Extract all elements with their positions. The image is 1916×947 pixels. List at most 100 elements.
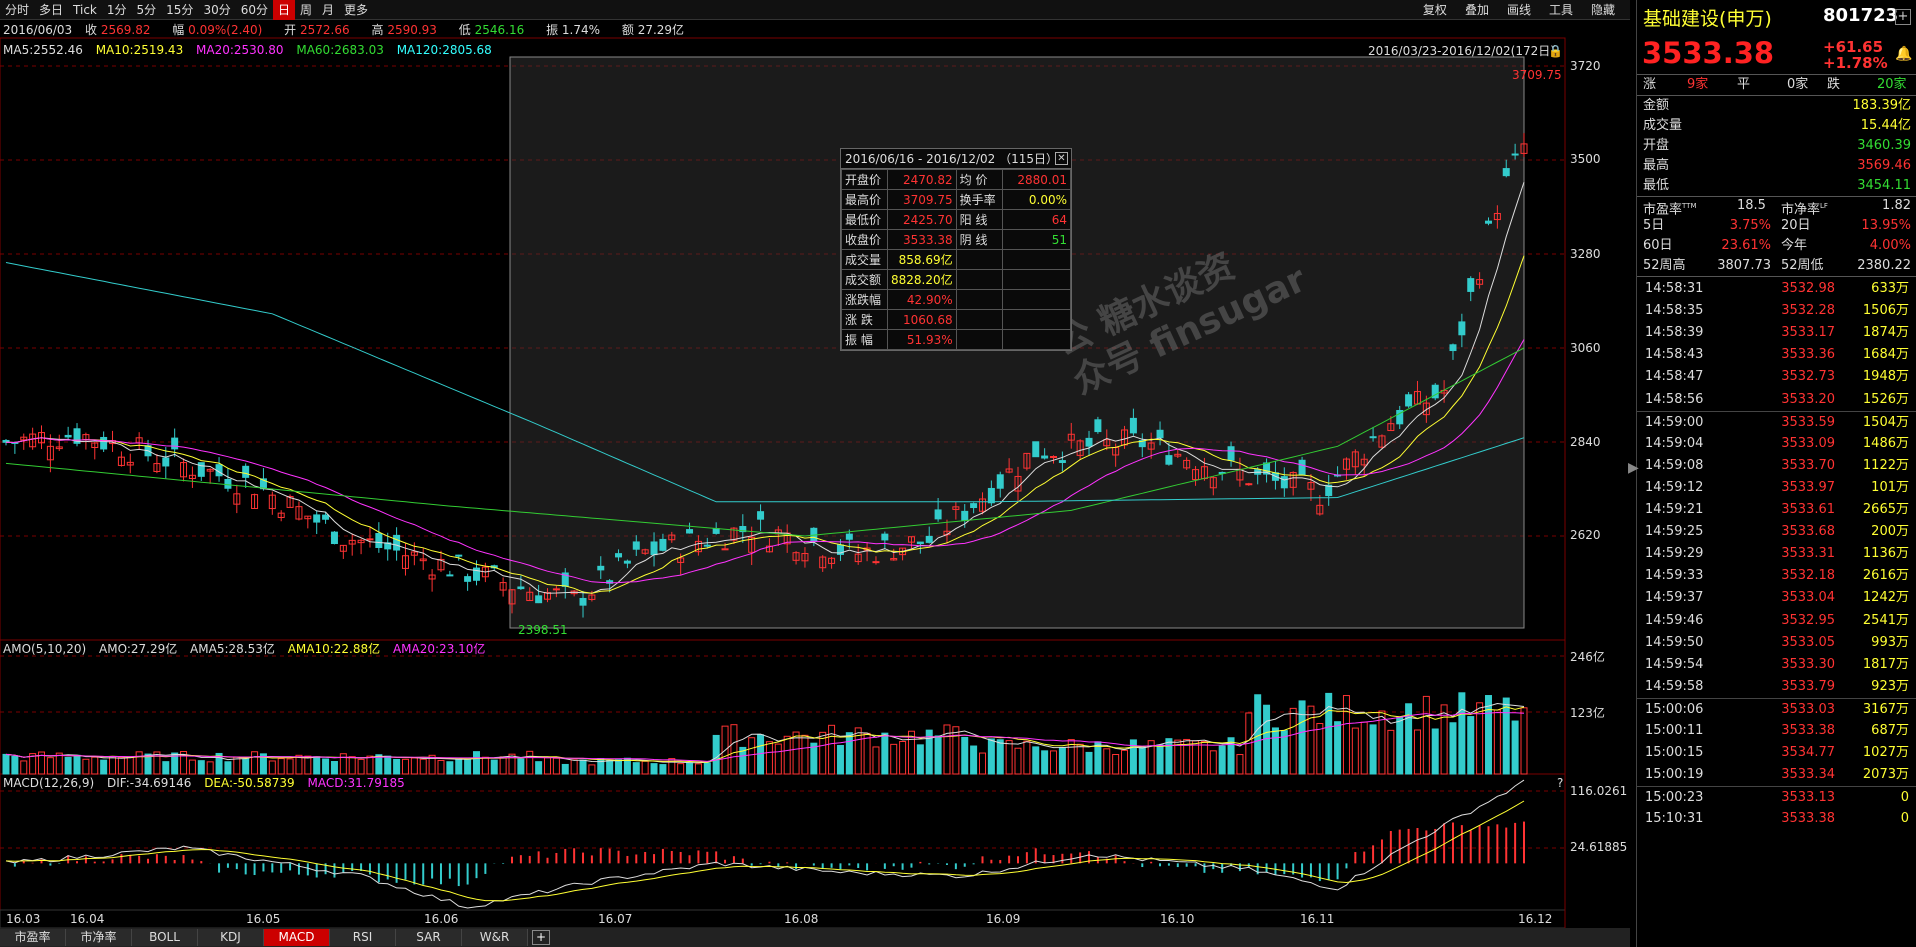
candle-body — [401, 555, 409, 569]
period-10[interactable]: 月 — [322, 2, 335, 17]
add-tab-icon[interactable]: + — [532, 930, 550, 945]
amp-value: 1.74% — [561, 23, 601, 37]
candle-body — [1316, 504, 1324, 515]
volume-bar — [872, 746, 880, 775]
open-label: 开 — [284, 23, 297, 37]
ama20-value: AMA20:23.10亿 — [392, 642, 486, 656]
bell-icon[interactable]: 🔔 — [1895, 46, 1913, 62]
candle-body — [46, 445, 54, 461]
tab-3[interactable]: KDJ — [198, 929, 264, 946]
tab-7[interactable]: W&R — [462, 929, 528, 946]
period-9[interactable]: 周 — [300, 2, 313, 17]
toolbar-right-0[interactable]: 复权 — [1422, 3, 1447, 17]
candle-body — [29, 433, 37, 448]
volume-bar — [1103, 748, 1111, 775]
volume-bar — [384, 755, 392, 775]
candle-body — [677, 557, 685, 563]
period-11[interactable]: 更多 — [344, 2, 369, 17]
candle-body — [526, 591, 534, 602]
change-value: 0.09%(2.40) — [188, 23, 263, 37]
candle-body — [1147, 442, 1155, 450]
period-6[interactable]: 30分 — [203, 2, 231, 17]
volume-bar — [1138, 746, 1146, 775]
volume-bar — [322, 758, 330, 775]
stat-key2: 均 价 — [955, 169, 1003, 190]
stat-label: 金额 — [1643, 98, 1670, 113]
tick-volume: 1136万 — [1862, 546, 1909, 562]
stat-label: 最高 — [1643, 158, 1670, 173]
period-4[interactable]: 5分 — [136, 2, 157, 17]
tick-row: 14:58:47 3532.73 1948万 — [1637, 366, 1916, 388]
tick-price: 3533.61 — [1781, 502, 1835, 517]
candle-body — [721, 548, 729, 551]
period-5[interactable]: 15分 — [166, 2, 194, 17]
tab-5[interactable]: RSI — [330, 929, 396, 946]
candle-body — [1396, 410, 1404, 425]
ama10-value: AMA10:22.88亿 — [287, 642, 381, 656]
candle-body — [1032, 441, 1040, 458]
candle-body — [907, 536, 915, 543]
volume-bar — [1209, 750, 1217, 775]
volume-bar — [517, 758, 525, 775]
tab-4[interactable]: MACD — [264, 929, 330, 946]
candle-body — [330, 531, 338, 545]
volume-bar — [1431, 728, 1439, 775]
tick-row: 14:59:37 3533.04 1242万 — [1637, 587, 1916, 609]
tick-row: 14:58:35 3532.28 1506万 — [1637, 300, 1916, 322]
add-icon[interactable]: + — [1895, 9, 1911, 25]
period-0[interactable]: 分时 — [5, 2, 30, 17]
tick-time: 14:58:31 — [1645, 281, 1704, 296]
tab-2[interactable]: BOLL — [132, 929, 198, 946]
volume-bar — [1023, 740, 1031, 775]
volume-bar — [366, 755, 374, 775]
stat-value2: 51 — [1001, 229, 1072, 250]
volume-bar — [268, 760, 276, 775]
tick-time: 14:59:29 — [1645, 546, 1704, 562]
candle-body — [1342, 458, 1350, 470]
tick-time: 14:58:35 — [1645, 303, 1704, 319]
candle-body — [1005, 468, 1013, 473]
candle-body — [1289, 472, 1297, 488]
amo-tick: 246亿 — [1570, 650, 1605, 664]
tab-6[interactable]: SAR — [396, 929, 462, 946]
volume-bar — [561, 763, 569, 775]
volume-bar — [836, 744, 844, 775]
period-2[interactable]: Tick — [73, 2, 97, 17]
tab-0[interactable]: 市盈率 — [0, 929, 66, 946]
toolbar-right-1[interactable]: 叠加 — [1464, 3, 1489, 17]
volume-bar — [171, 752, 179, 775]
tick-row: 14:59:50 3533.05 993万 — [1637, 632, 1916, 654]
toolbar-right-2[interactable]: 画线 — [1506, 3, 1531, 17]
collapse-icon[interactable]: ▶ — [1628, 460, 1639, 476]
perf-k1: 5日 — [1643, 218, 1665, 233]
tab-1[interactable]: 市净率 — [66, 929, 132, 946]
lock-icon[interactable]: 🔒 — [1548, 44, 1563, 58]
period-7[interactable]: 60分 — [240, 2, 268, 17]
candle-body — [623, 560, 631, 564]
candle-body — [1493, 212, 1501, 221]
volume-bar — [1174, 739, 1182, 775]
toolbar-right-4[interactable]: 隐藏 — [1590, 3, 1615, 17]
date-tick: 16.10 — [1160, 912, 1195, 926]
stat-key: 涨 跌 — [841, 309, 888, 330]
toolbar-right-3[interactable]: 工具 — [1548, 3, 1573, 17]
pe-sup: TTM — [1682, 202, 1697, 210]
period-1[interactable]: 多日 — [39, 2, 64, 17]
help-icon[interactable]: ? — [1557, 776, 1564, 790]
volume-bar — [579, 759, 587, 775]
volume-bar — [970, 745, 978, 775]
stat-key: 最高价 — [841, 189, 888, 210]
candle-body — [1156, 429, 1164, 439]
candle-body — [91, 442, 99, 449]
volume-bar — [1236, 754, 1244, 775]
bar-info-row: 2016/06/03 收 2569.82 幅 0.09%(2.40) 开 257… — [3, 21, 702, 39]
volume-bar — [144, 753, 152, 775]
date-tick: 16.06 — [424, 912, 459, 926]
close-icon[interactable]: ✕ — [1055, 152, 1068, 165]
tick-time: 14:59:00 — [1645, 414, 1704, 430]
tick-row: 15:00:11 3533.38 687万 — [1637, 720, 1916, 742]
period-8[interactable]: 日 — [273, 0, 296, 20]
period-3[interactable]: 1分 — [106, 2, 127, 17]
price-tick: 2620 — [1570, 528, 1601, 542]
tick-time: 15:00:11 — [1645, 723, 1704, 738]
